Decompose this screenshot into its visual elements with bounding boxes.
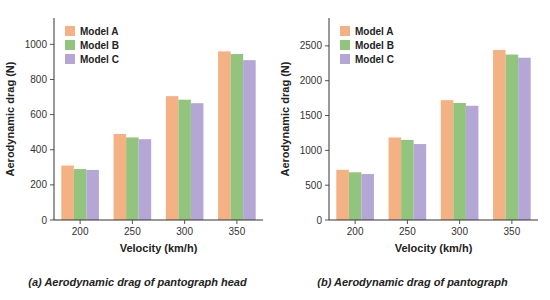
y-tick [50,184,54,185]
y-tick [325,45,329,46]
legend-label: Model C [355,54,394,65]
y-tick-label: 0 [316,215,322,226]
x-axis [329,220,538,221]
bar [441,100,454,220]
bar [243,60,256,220]
y-tick-label: 800 [30,74,47,85]
y-tick [325,150,329,151]
y-tick-label: 400 [30,144,47,155]
x-tick-label: 350 [504,226,521,237]
x-tick-label: 200 [72,226,89,237]
y-tick-label: 500 [305,180,322,191]
legend-swatch [65,40,75,50]
bar [389,137,402,220]
x-axis [54,220,263,221]
x-tick-label: 200 [347,226,364,237]
bar [506,55,519,220]
y-tick-label: 1500 [300,110,323,121]
bar [349,172,362,220]
legend: Model A Model B Model C [60,20,134,70]
bar [518,58,531,220]
y-tick [50,44,54,45]
bar [453,103,466,220]
bars [61,51,255,220]
y-tick [325,80,329,81]
bar [493,50,506,220]
legend-swatch [340,54,350,64]
bar [178,100,191,220]
chart-panel: 0 200 400 600 800 1000 200 250 300 350 Velocity (k… [4,18,263,288]
x-tick-label: 250 [124,226,141,237]
chart-panel: 0 500 1000 1500 2000 2500 200 250 300 350 Velocity… [279,18,538,288]
legend-swatch [65,26,75,36]
legend-swatch [65,54,75,64]
legend-label: Model A [80,26,119,37]
x-tick [511,220,512,224]
y-tick [325,220,329,221]
y-tick [50,114,54,115]
legend-box [60,20,134,70]
y-tick [325,185,329,186]
chart-title: (b) Aerodynamic drag of pantograph [317,276,508,288]
legend-label: Model B [355,40,394,51]
figure: 0 200 400 600 800 1000 200 250 300 350 Velocity (k… [0,0,550,300]
x-axis-label: Velocity (km/h) [395,242,473,254]
chart-title: (a) Aerodynamic drag of pantograph head [28,276,247,288]
legend-label: Model A [355,26,394,37]
bar [86,170,99,220]
y-tick-label: 0 [41,215,47,226]
legend-swatch [340,26,350,36]
x-tick [407,220,408,224]
bar [401,140,414,220]
y-axis-label: Aerodynamic drag (N) [279,61,291,176]
y-tick-label: 2000 [300,75,323,86]
x-tick-label: 300 [451,226,468,237]
legend: Model A Model B Model C [335,20,409,70]
y-tick-label: 2500 [300,40,323,51]
y-tick [325,115,329,116]
bar [414,144,427,220]
bar [466,106,479,220]
legend-box [335,20,409,70]
bar [114,134,127,220]
bar [218,51,231,220]
bar [74,169,87,220]
y-tick-label: 1000 [300,145,323,156]
x-tick [355,220,356,224]
x-axis-label: Velocity (km/h) [120,242,198,254]
x-tick [184,220,185,224]
y-tick-label: 600 [30,109,47,120]
bar [61,166,74,220]
y-tick-label: 200 [30,179,47,190]
bar [336,170,349,220]
bar [361,174,374,220]
x-tick [236,220,237,224]
legend-swatch [340,40,350,50]
bar [126,137,139,220]
bar [139,139,152,220]
x-tick-label: 350 [229,226,246,237]
legend-label: Model B [80,40,119,51]
x-tick-label: 250 [399,226,416,237]
y-axis [329,18,330,220]
y-axis-label: Aerodynamic drag (N) [4,61,16,176]
legend-label: Model C [80,54,119,65]
bar [231,54,244,220]
bar [166,96,179,220]
y-tick [50,149,54,150]
y-tick [50,220,54,221]
y-axis [54,18,55,220]
y-tick-label: 1000 [25,39,48,50]
bar [191,103,204,220]
y-tick [50,79,54,80]
x-tick [80,220,81,224]
bars [336,50,530,220]
x-tick-label: 300 [176,226,193,237]
x-tick [459,220,460,224]
x-tick [132,220,133,224]
